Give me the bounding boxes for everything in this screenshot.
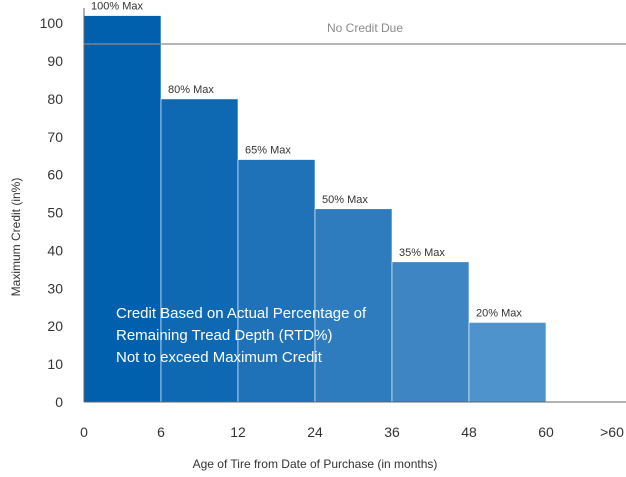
annotation-line-1: Credit Based on Actual Percentage of [116, 305, 367, 322]
top-label: No Credit Due [327, 21, 403, 35]
x-tick-5: 48 [461, 424, 477, 440]
y-tick-50: 50 [47, 205, 63, 221]
annotation-line-3: Not to exceed Maximum Credit [116, 349, 323, 366]
x-axis-title: Age of Tire from Date of Purchase (in mo… [193, 457, 438, 471]
y-tick-labels: 0 10 20 30 40 50 60 70 80 90 100 [40, 15, 64, 410]
x-tick-0: 0 [80, 424, 88, 440]
axes-group [83, 8, 626, 403]
bar-6-12 [160, 98, 239, 403]
x-tick-6: 60 [538, 424, 554, 440]
y-tick-60: 60 [47, 167, 63, 183]
y-tick-20: 20 [47, 318, 63, 334]
x-tick-3: 24 [307, 424, 323, 440]
bar-label-48-60: 20% Max [476, 307, 522, 319]
bar-48-60 [468, 322, 547, 403]
y-tick-0: 0 [55, 394, 63, 410]
bar-label-6-12: 80% Max [168, 84, 214, 96]
bar-0-6 [83, 15, 162, 403]
x-tick-1: 6 [157, 424, 165, 440]
annotation-line-2: Remaining Tread Depth (RTD%) [116, 327, 332, 344]
annotation: Credit Based on Actual Percentage of Rem… [116, 305, 367, 366]
x-tick-2: 12 [230, 424, 246, 440]
y-axis-title: Maximum Credit (in%) [9, 178, 23, 297]
y-tick-40: 40 [47, 242, 63, 258]
x-tick-4: 36 [384, 424, 400, 440]
y-tick-70: 70 [47, 129, 63, 145]
x-tick-labels: 0 6 12 24 36 48 60 >60 [80, 424, 624, 440]
y-tick-80: 80 [47, 91, 63, 107]
y-tick-10: 10 [47, 356, 63, 372]
x-tick-7: >60 [600, 424, 624, 440]
bar-label-0-6: 100% Max [91, 1, 143, 13]
y-tick-90: 90 [47, 53, 63, 69]
bar-labels-group: 100% Max 80% Max 65% Max 50% Max 35% Max 20% … [91, 1, 522, 320]
bars-group [83, 15, 547, 403]
bar-label-24-36: 50% Max [322, 194, 368, 206]
y-tick-30: 30 [47, 280, 63, 296]
bar-label-12-24: 65% Max [245, 145, 291, 157]
bar-24-36 [314, 208, 393, 403]
bar-label-36-48: 35% Max [399, 247, 445, 259]
bar-12-24 [237, 159, 316, 403]
bar-36-48 [391, 261, 470, 403]
y-tick-100: 100 [40, 15, 64, 31]
